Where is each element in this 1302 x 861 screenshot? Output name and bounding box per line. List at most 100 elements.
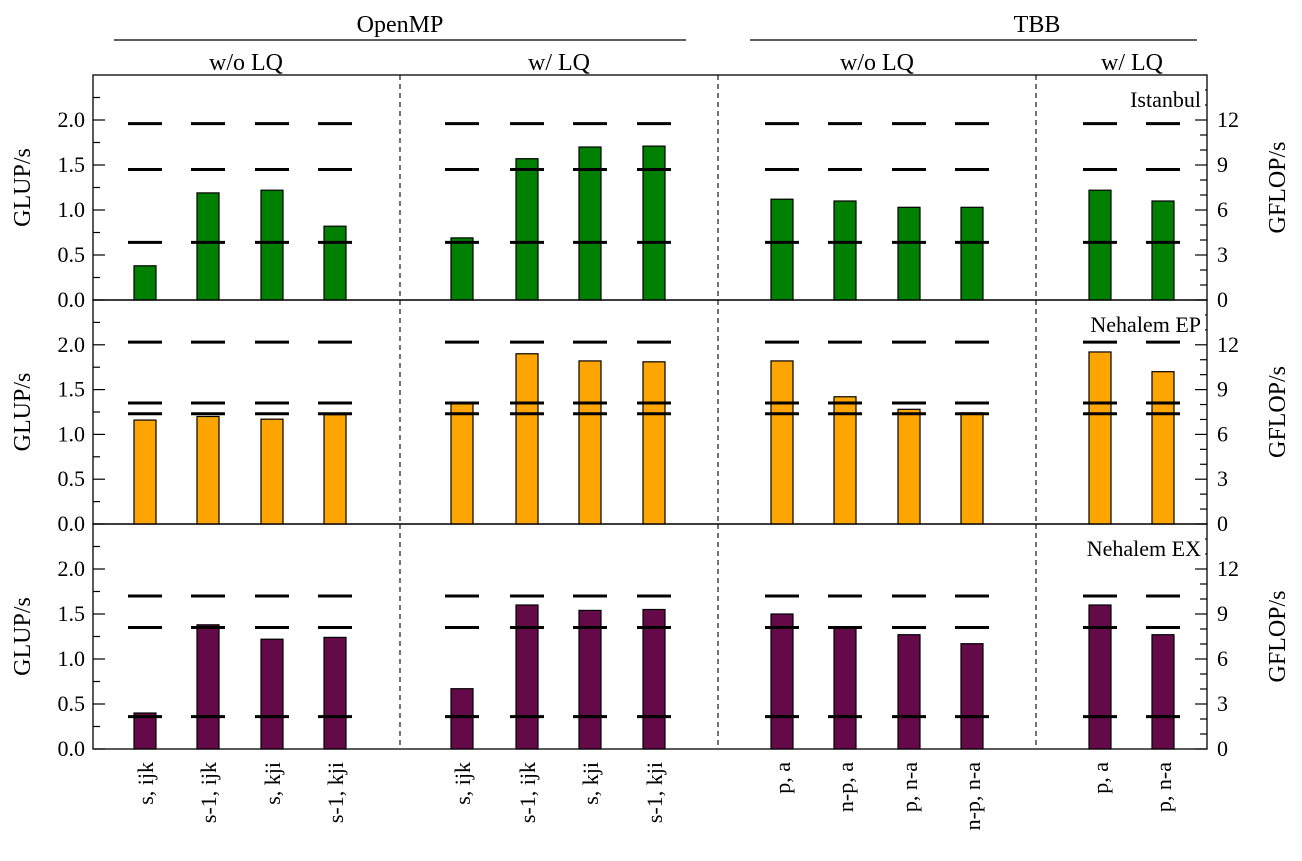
panel-nehalem-ep: 0.0 0.5 1.0 1.5 2.0 0 3 6 9 12 GLUP/s GFLOP/s Nehale… (10, 299, 1291, 536)
panel-istanbul: 0.0 0.5 1.0 1.5 2.0 0 3 6 9 12 GLUP/s GFLOP/s Istanb… (10, 74, 1291, 312)
x-tick-label: n-p, a (833, 762, 858, 812)
bar (770, 360, 794, 525)
bar (578, 360, 602, 525)
y-tick-label-right: 9 (1217, 377, 1228, 402)
panel-label-bg (1126, 86, 1205, 113)
y-tick-label-left: 1.0 (58, 421, 86, 446)
bar (260, 418, 284, 525)
y-tick-label-right: 3 (1217, 691, 1228, 716)
x-tick-label: p, a (1088, 762, 1113, 794)
bar (133, 712, 157, 750)
panel-label-bg (1082, 535, 1206, 562)
bar (578, 609, 602, 750)
y-tick-label-left: 2.0 (58, 556, 86, 581)
group-label: w/ LQ (1101, 50, 1163, 76)
bar (642, 361, 666, 525)
bar (1151, 200, 1175, 301)
y-axis-title-left: GLUP/s (10, 597, 36, 676)
bar (833, 396, 857, 525)
x-tick-label: n-p, n-a (960, 762, 985, 831)
y-tick-label-right: 6 (1217, 421, 1228, 446)
panels: 0.0 0.5 1.0 1.5 2.0 0 3 6 9 12 GLUP/s GFLOP/s Istanb… (10, 74, 1291, 761)
x-tick-label: s-1, kji (642, 762, 667, 823)
y-tick-label-right: 9 (1217, 152, 1228, 177)
bar (897, 408, 921, 525)
panel-nehalem-ex: 0.0 0.5 1.0 1.5 2.0 0 3 6 9 12 GLUP/s GFLOP/s Nehale… (10, 523, 1291, 761)
y-tick-label-left: 1.5 (58, 152, 86, 177)
bar (833, 626, 857, 750)
y-tick-label-left: 1.0 (58, 197, 86, 222)
y-axis-title-left: GLUP/s (10, 148, 36, 227)
panel-label: Istanbul (1130, 87, 1201, 112)
x-tick-label: s-1, ijk (196, 762, 221, 823)
y-tick-label-right: 6 (1217, 197, 1228, 222)
bar (133, 419, 157, 525)
header-openmp: OpenMP (357, 12, 444, 38)
bar (133, 265, 157, 301)
x-tick-labels: s, ijk s-1, ijk s, kji s-1, kji s, ijk s-1, i… (133, 762, 1176, 831)
y-tick-label-right: 0 (1217, 287, 1228, 312)
y-tick-label-left: 1.5 (58, 377, 86, 402)
bar (196, 415, 220, 525)
x-tick-label: p, n-a (1151, 762, 1176, 812)
x-tick-label: s-1, kji (323, 762, 348, 823)
bar (450, 688, 474, 750)
x-tick-label: p, n-a (897, 762, 922, 812)
bar (515, 353, 539, 525)
bar (897, 634, 921, 750)
bar (196, 624, 220, 750)
bar (323, 636, 347, 750)
y-tick-label-right: 9 (1217, 601, 1228, 626)
bar (196, 192, 220, 301)
y-axis-title-right: GFLOP/s (1265, 141, 1291, 233)
bar (1088, 351, 1112, 525)
bar (515, 604, 539, 750)
group-label: w/ LQ (528, 50, 590, 76)
y-tick-label-left: 0.0 (58, 511, 86, 536)
y-tick-label-right: 12 (1217, 332, 1239, 357)
bar (770, 198, 794, 301)
y-tick-label-right: 3 (1217, 466, 1228, 491)
y-axis-title-right: GFLOP/s (1265, 366, 1291, 458)
bar (833, 200, 857, 301)
bar (960, 206, 984, 301)
y-tick-label-left: 0.5 (58, 466, 86, 491)
y-tick-label-right: 3 (1217, 242, 1228, 267)
x-tick-label: s, kji (260, 762, 285, 805)
x-tick-label: s-1, ijk (515, 762, 540, 823)
bar (323, 414, 347, 525)
bar (642, 608, 666, 750)
y-tick-label-left: 0.0 (58, 287, 86, 312)
bar (1088, 189, 1112, 301)
header-tbb: TBB (1014, 12, 1061, 38)
panel-label: Nehalem EP (1090, 312, 1201, 337)
group-label: w/o LQ (840, 50, 914, 76)
group-label: w/o LQ (209, 50, 283, 76)
y-tick-label-right: 0 (1217, 736, 1228, 761)
panel-label-bg (1086, 311, 1205, 338)
bar (260, 189, 284, 301)
bar (960, 412, 984, 525)
bar (897, 206, 921, 301)
y-tick-label-left: 0.5 (58, 691, 86, 716)
bar (260, 638, 284, 750)
y-tick-label-left: 1.0 (58, 646, 86, 671)
y-tick-label-left: 0.5 (58, 242, 86, 267)
panel-label: Nehalem EX (1087, 536, 1201, 561)
x-tick-label: p, a (770, 762, 795, 794)
group-headers: OpenMP TBB w/o LQ w/ LQ w/o LQ w/ LQ (114, 12, 1197, 76)
bar (450, 237, 474, 301)
bar (1088, 604, 1112, 750)
bar (515, 158, 539, 301)
y-tick-label-left: 2.0 (58, 332, 86, 357)
y-tick-label-right: 12 (1217, 107, 1239, 132)
y-tick-label-left: 1.5 (58, 601, 86, 626)
bar (1151, 634, 1175, 750)
bar (450, 402, 474, 525)
bar (1151, 371, 1175, 525)
bar (960, 643, 984, 750)
bar (770, 613, 794, 750)
y-axis-title-left: GLUP/s (10, 373, 36, 452)
y-tick-label-left: 0.0 (58, 736, 86, 761)
